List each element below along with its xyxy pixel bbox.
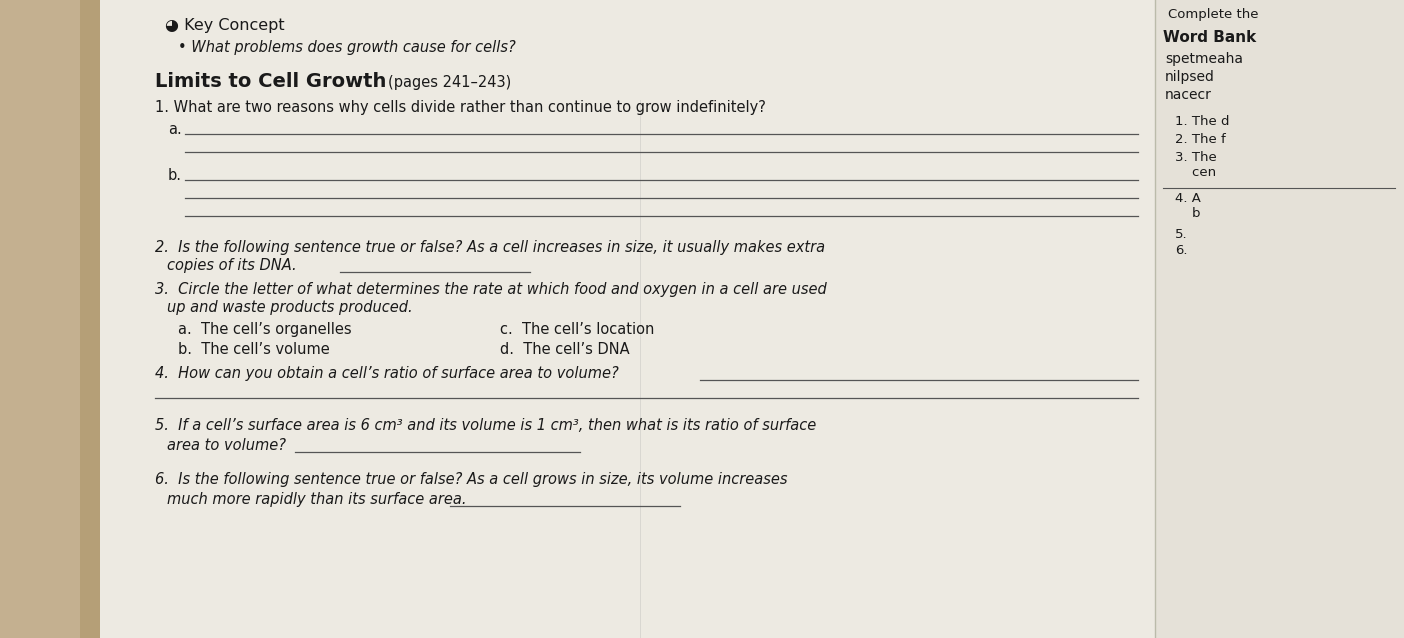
- Text: nilpsed: nilpsed: [1165, 70, 1214, 84]
- Text: 3. The
    cen: 3. The cen: [1175, 151, 1217, 179]
- Bar: [0, 0, 115, 638]
- Text: 6.  Is the following sentence true or false? As a cell grows in size, its volume: 6. Is the following sentence true or fal…: [154, 472, 788, 487]
- Text: • What problems does growth cause for cells?: • What problems does growth cause for ce…: [178, 40, 515, 55]
- Text: 6.: 6.: [1175, 244, 1188, 257]
- Text: much more rapidly than its surface area.: much more rapidly than its surface area.: [167, 492, 466, 507]
- Bar: [80, 0, 140, 638]
- Bar: [1155, 0, 1404, 638]
- Text: nacecr: nacecr: [1165, 88, 1212, 102]
- Text: ◕ Key Concept: ◕ Key Concept: [166, 18, 285, 33]
- Text: 2. The f: 2. The f: [1175, 133, 1226, 146]
- Text: 4. A
    b: 4. A b: [1175, 192, 1200, 220]
- Text: Limits to Cell Growth: Limits to Cell Growth: [154, 72, 386, 91]
- Text: d.  The cell’s DNA: d. The cell’s DNA: [500, 342, 629, 357]
- Text: 2.  Is the following sentence true or false? As a cell increases in size, it usu: 2. Is the following sentence true or fal…: [154, 240, 826, 255]
- Text: (pages 241–243): (pages 241–243): [388, 75, 511, 90]
- Text: a.: a.: [168, 122, 181, 137]
- Text: copies of its DNA.: copies of its DNA.: [167, 258, 296, 273]
- Text: b.  The cell’s volume: b. The cell’s volume: [178, 342, 330, 357]
- Text: 5.  If a cell’s surface area is 6 cm³ and its volume is 1 cm³, then what is its : 5. If a cell’s surface area is 6 cm³ and…: [154, 418, 816, 433]
- Text: 5.: 5.: [1175, 228, 1188, 241]
- Text: up and waste products produced.: up and waste products produced.: [167, 300, 413, 315]
- Text: 1. The d: 1. The d: [1175, 115, 1230, 128]
- Text: spetmeaha: spetmeaha: [1165, 52, 1243, 66]
- Text: c.  The cell’s location: c. The cell’s location: [500, 322, 654, 337]
- Text: Complete the: Complete the: [1168, 8, 1258, 21]
- Text: 3.  Circle the letter of what determines the rate at which food and oxygen in a : 3. Circle the letter of what determines …: [154, 282, 827, 297]
- Text: area to volume?: area to volume?: [167, 438, 286, 453]
- Text: a.  The cell’s organelles: a. The cell’s organelles: [178, 322, 351, 337]
- Text: 1. What are two reasons why cells divide rather than continue to grow indefinite: 1. What are two reasons why cells divide…: [154, 100, 765, 115]
- Text: b.: b.: [168, 168, 183, 183]
- Text: 4.  How can you obtain a cell’s ratio of surface area to volume?: 4. How can you obtain a cell’s ratio of …: [154, 366, 619, 381]
- Text: Word Bank: Word Bank: [1163, 30, 1257, 45]
